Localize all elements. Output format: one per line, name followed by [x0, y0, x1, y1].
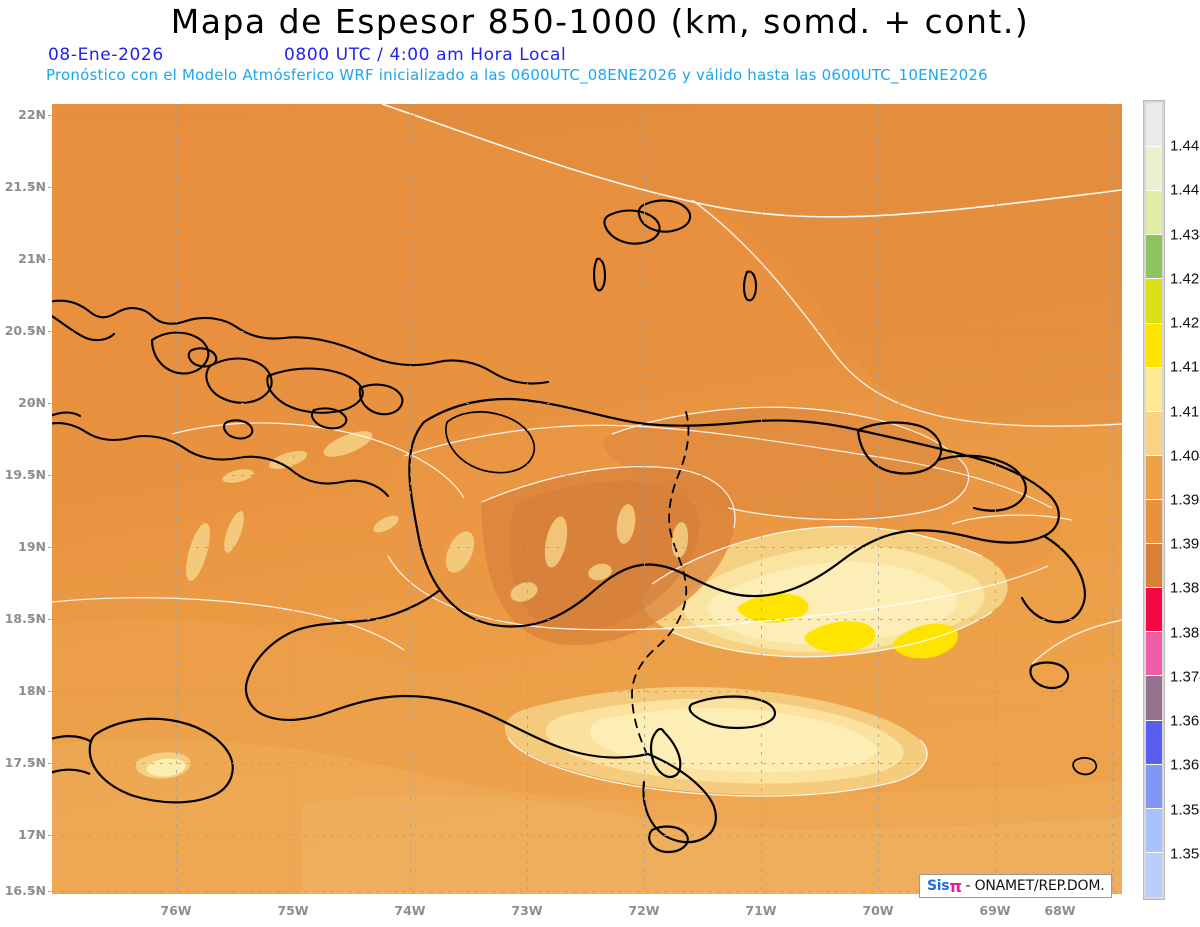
colorbar-segment [1146, 808, 1162, 853]
y-axis-tick: 19.5N [0, 467, 52, 482]
y-axis-tick: 20.5N [0, 323, 52, 338]
colorbar-tick-label: 1.356 [1170, 801, 1200, 819]
thickness-contour-map [52, 104, 1122, 894]
y-tick-dots [30, 187, 52, 188]
colorbar-segment [1146, 411, 1162, 456]
colorbar-tick-label: 1.374 [1170, 668, 1200, 686]
y-axis-tick: 18N [0, 683, 52, 698]
colorbar-tick-label: 1.398 [1170, 491, 1200, 509]
y-tick-label: 22N [18, 107, 46, 122]
colorbar-tick-label: 1.386 [1170, 579, 1200, 597]
colorbar[interactable] [1143, 100, 1165, 900]
y-axis-tick: 19N [0, 539, 52, 554]
y-tick-dots [30, 763, 52, 764]
colorbar-tick-label: 1.392 [1170, 535, 1200, 553]
colorbar-tick-label: 1.434 [1170, 226, 1200, 244]
colorbar-tick-label: 1.422 [1170, 314, 1200, 332]
header: Mapa de Espesor 850-1000 (km, somd. + co… [0, 0, 1200, 92]
x-axis-tick: 76W [160, 903, 192, 918]
x-axis-tick: 70W [862, 903, 894, 918]
y-tick-label: 21N [18, 251, 46, 266]
colorbar-tick-label: 1.362 [1170, 756, 1200, 774]
colorbar-segment [1146, 235, 1162, 280]
colorbar-segment [1146, 367, 1162, 412]
colorbar-tick-label: 1.41 [1170, 403, 1200, 421]
colorbar-segment [1146, 632, 1162, 677]
y-axis-tick: 17N [0, 827, 52, 842]
colorbar-tick-label: 1.35 [1170, 845, 1200, 863]
colorbar-segment [1146, 764, 1162, 809]
y-axis-tick: 21N [0, 251, 52, 266]
y-tick-label: 18.5N [4, 611, 46, 626]
colorbar-tick-label: 1.416 [1170, 358, 1200, 376]
logo-sis-text: Sis [927, 878, 950, 894]
y-tick-dots [30, 691, 52, 692]
y-tick-label: 17N [18, 827, 46, 842]
colorbar-tick-label: 1.368 [1170, 712, 1200, 730]
colorbar-tick-label: 1.428 [1170, 270, 1200, 288]
colorbar-segment [1146, 676, 1162, 721]
y-axis-tick: 20N [0, 395, 52, 410]
x-axis-tick: 75W [277, 903, 309, 918]
y-tick-dots [30, 835, 52, 836]
colorbar-segment [1146, 852, 1162, 897]
y-tick-label: 20.5N [4, 323, 46, 338]
y-axis-tick: 22N [0, 107, 52, 122]
y-tick-dots [30, 259, 52, 260]
y-tick-label: 21.5N [4, 179, 46, 194]
colorbar-segment [1146, 588, 1162, 633]
y-tick-label: 18N [18, 683, 46, 698]
y-axis-tick: 16.5N [0, 883, 52, 898]
x-axis-tick: 72W [628, 903, 660, 918]
colorbar-segment [1146, 544, 1162, 589]
colorbar-segment [1146, 191, 1162, 236]
model-description: Pronóstico con el Modelo Atmósferico WRF… [46, 66, 988, 84]
y-tick-dots [30, 115, 52, 116]
y-axis-tick: 21.5N [0, 179, 52, 194]
colorbar-segment [1146, 500, 1162, 545]
y-tick-label: 19.5N [4, 467, 46, 482]
x-axis-tick: 69W [979, 903, 1011, 918]
y-tick-dots [30, 475, 52, 476]
colorbar-segment [1146, 147, 1162, 192]
colorbar-segments [1146, 103, 1162, 897]
colorbar-tick-label: 1.38 [1170, 624, 1200, 642]
y-tick-dots [30, 547, 52, 548]
x-axis-tick: 74W [394, 903, 426, 918]
colorbar-segment [1146, 323, 1162, 368]
y-tick-label: 19N [18, 539, 46, 554]
y-tick-dots [30, 619, 52, 620]
y-tick-label: 17.5N [4, 755, 46, 770]
y-tick-dots [30, 331, 52, 332]
x-axis-tick: 73W [511, 903, 543, 918]
colorbar-tick-label: 1.44 [1170, 181, 1200, 199]
y-tick-label: 20N [18, 395, 46, 410]
colorbar-tick-label: 1.404 [1170, 447, 1200, 465]
logo-org-text: - ONAMET/REP.DOM. [965, 878, 1105, 894]
colorbar-tick-label: 1.446 [1170, 137, 1200, 155]
y-tick-dots [30, 891, 52, 892]
y-axis-tick: 17.5N [0, 755, 52, 770]
y-tick-dots [30, 403, 52, 404]
forecast-date: 08-Ene-2026 [48, 45, 164, 65]
forecast-time: 0800 UTC / 4:00 am Hora Local [284, 45, 567, 65]
colorbar-segment [1146, 279, 1162, 324]
x-axis-tick: 71W [745, 903, 777, 918]
colorbar-segment [1146, 455, 1162, 500]
x-axis-tick: 68W [1044, 903, 1076, 918]
colorbar-segment [1146, 103, 1162, 148]
subtitle-row: 08-Ene-2026 0800 UTC / 4:00 am Hora Loca… [48, 45, 1158, 67]
agency-logo: Sis π - ONAMET/REP.DOM. [919, 874, 1113, 898]
y-axis-tick: 18.5N [0, 611, 52, 626]
logo-pi-symbol: π [949, 876, 962, 896]
colorbar-segment [1146, 720, 1162, 765]
y-tick-label: 16.5N [4, 883, 46, 898]
map-plot-area[interactable] [52, 104, 1122, 894]
page-title: Mapa de Espesor 850-1000 (km, somd. + co… [170, 2, 1030, 41]
